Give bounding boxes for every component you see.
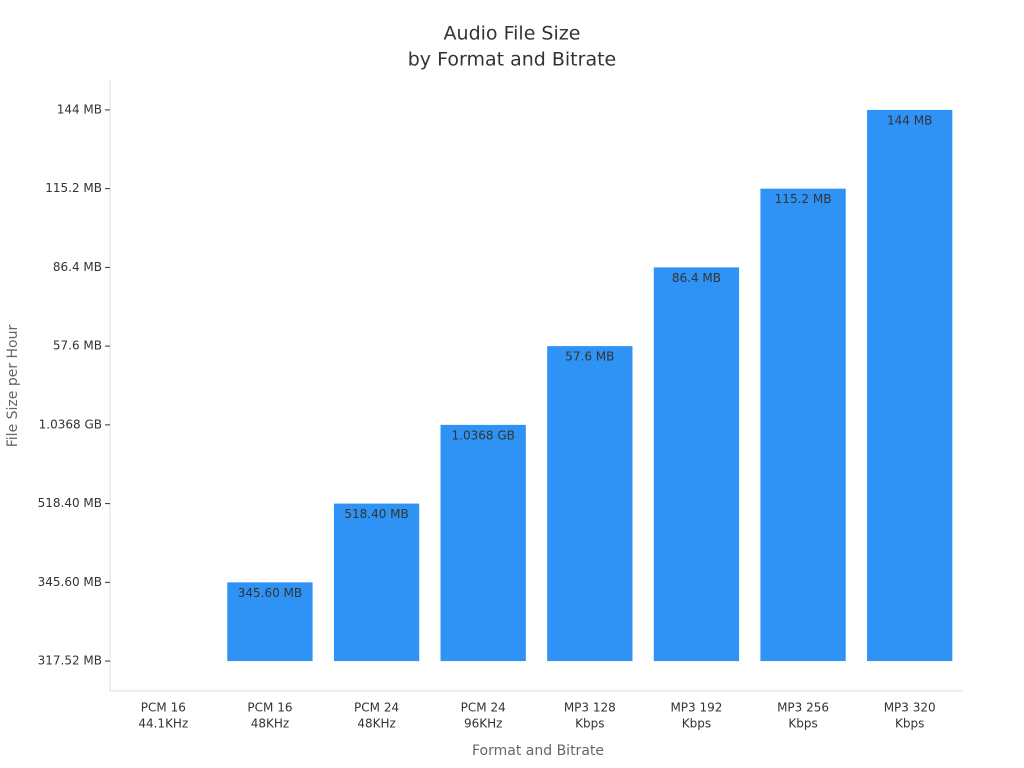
y-tick-label: 1.0368 GB — [39, 417, 102, 431]
x-tick-label: MP3 320 — [884, 701, 936, 715]
y-tick-label: 144 MB — [57, 102, 102, 116]
x-tick-label: PCM 24 — [461, 701, 506, 715]
x-tick-label: MP3 128 — [564, 701, 616, 715]
y-tick-label: 317.52 MB — [38, 654, 102, 668]
x-tick-label: PCM 16 — [247, 701, 292, 715]
y-axis-label: File Size per Hour — [5, 325, 21, 448]
y-tick-label: 115.2 MB — [45, 181, 102, 195]
x-tick-label: PCM 24 — [354, 701, 399, 715]
x-tick-label: 48KHz — [357, 717, 395, 731]
x-tick-label: 96KHz — [464, 717, 502, 731]
value-label: 1.0368 GB — [452, 428, 515, 442]
x-tick-label: 48KHz — [251, 717, 289, 731]
x-tick-label: Kbps — [895, 717, 924, 731]
y-tick-label: 518.40 MB — [38, 496, 102, 510]
bar — [760, 188, 846, 662]
value-label: 115.2 MB — [775, 192, 832, 206]
bar — [653, 267, 740, 662]
x-tick-label: MP3 256 — [777, 701, 829, 715]
value-label: 57.6 MB — [565, 350, 614, 364]
value-label: 144 MB — [887, 113, 932, 127]
bar — [227, 582, 313, 662]
bar — [440, 424, 526, 662]
value-label: 518.40 MB — [344, 507, 408, 521]
bar — [547, 346, 633, 662]
x-tick-label: MP3 192 — [670, 701, 722, 715]
chart-title: Audio File Size — [444, 23, 581, 45]
x-axis-label: Format and Bitrate — [472, 743, 604, 759]
bar — [867, 109, 953, 662]
x-tick-label: Kbps — [682, 717, 711, 731]
y-tick-label: 57.6 MB — [53, 339, 102, 353]
value-label: 345.60 MB — [238, 586, 302, 600]
bar — [333, 503, 420, 662]
y-tick-label: 86.4 MB — [53, 260, 102, 274]
x-tick-label: PCM 16 — [141, 701, 186, 715]
x-tick-label: Kbps — [788, 717, 817, 731]
x-tick-label: 44.1KHz — [138, 717, 188, 731]
value-label: 86.4 MB — [672, 271, 721, 285]
x-tick-label: Kbps — [575, 717, 604, 731]
chart-subtitle: by Format and Bitrate — [408, 49, 616, 71]
y-tick-label: 345.60 MB — [38, 575, 102, 589]
